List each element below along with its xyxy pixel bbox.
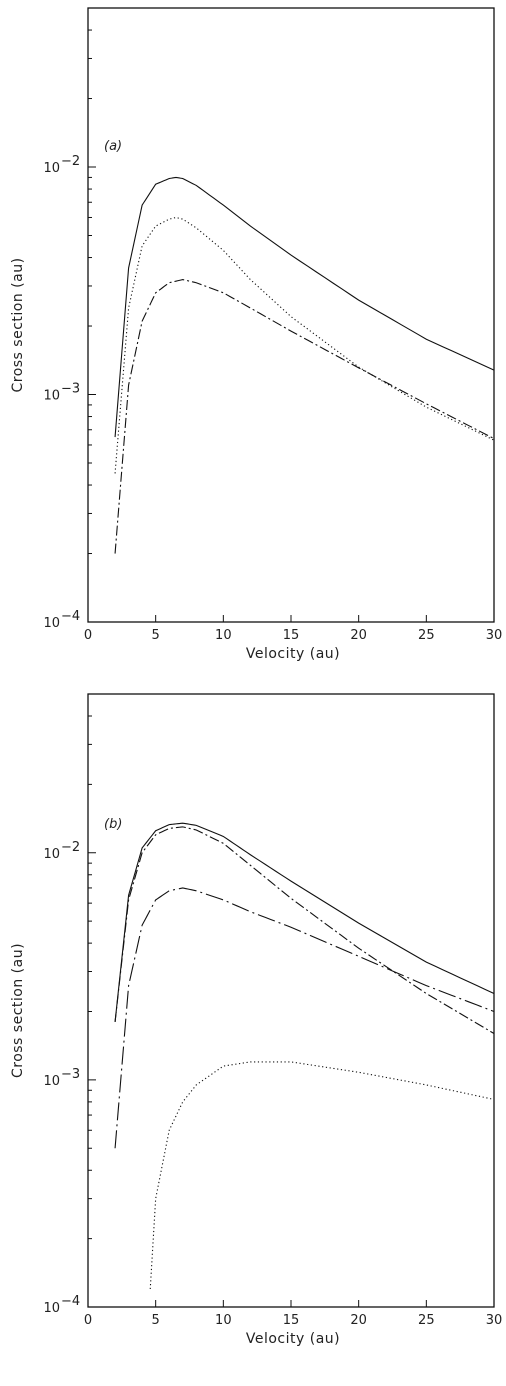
y-tick-exponent: −4 <box>61 1294 80 1309</box>
series-line-solid <box>114 176 495 438</box>
y-tick-exponent: −3 <box>61 1067 80 1082</box>
y-tick-label: 10 <box>43 847 60 862</box>
y-tick-exponent: −2 <box>61 840 80 855</box>
panel-label: (a) <box>104 139 122 154</box>
x-tick-label: 15 <box>283 628 300 643</box>
y-tick-label: 10 <box>43 1074 60 1089</box>
x-axis-label: Velocity (au) <box>246 1331 340 1347</box>
x-tick-label: 5 <box>152 628 160 643</box>
series-line-long-dash-dot <box>114 887 495 1149</box>
x-tick-label: 0 <box>84 1313 92 1328</box>
y-axis-label: Cross section (au) <box>10 257 26 392</box>
series-line-dotted <box>114 216 495 474</box>
x-tick-label: 25 <box>418 628 435 643</box>
y-tick-label: 10 <box>43 1301 60 1316</box>
y-tick-exponent: −4 <box>61 609 80 624</box>
x-tick-label: 30 <box>486 1313 503 1328</box>
x-tick-label: 5 <box>152 1313 160 1328</box>
x-tick-label: 0 <box>84 628 92 643</box>
x-tick-label: 25 <box>418 1313 435 1328</box>
y-tick-exponent: −3 <box>61 382 80 397</box>
x-tick-label: 10 <box>215 628 232 643</box>
x-tick-label: 20 <box>350 1313 367 1328</box>
series-line-dotted <box>149 1061 495 1290</box>
plot-frame <box>87 7 495 623</box>
y-tick-label: 10 <box>43 389 60 404</box>
series-line-dash-dot <box>114 826 495 1034</box>
y-tick-exponent: −2 <box>61 154 80 169</box>
x-tick-label: 15 <box>283 1313 300 1328</box>
panel-label: (b) <box>104 817 122 832</box>
y-tick-label: 10 <box>43 616 60 631</box>
plot-frame <box>87 693 495 1308</box>
x-tick-label: 10 <box>215 1313 232 1328</box>
x-axis-label: Velocity (au) <box>246 646 340 662</box>
series-line-dash-dot <box>114 279 495 554</box>
x-tick-label: 20 <box>350 628 367 643</box>
series-line-solid <box>114 822 495 1022</box>
y-axis-label: Cross section (au) <box>10 943 26 1078</box>
y-tick-label: 10 <box>43 161 60 176</box>
x-tick-label: 30 <box>486 628 503 643</box>
